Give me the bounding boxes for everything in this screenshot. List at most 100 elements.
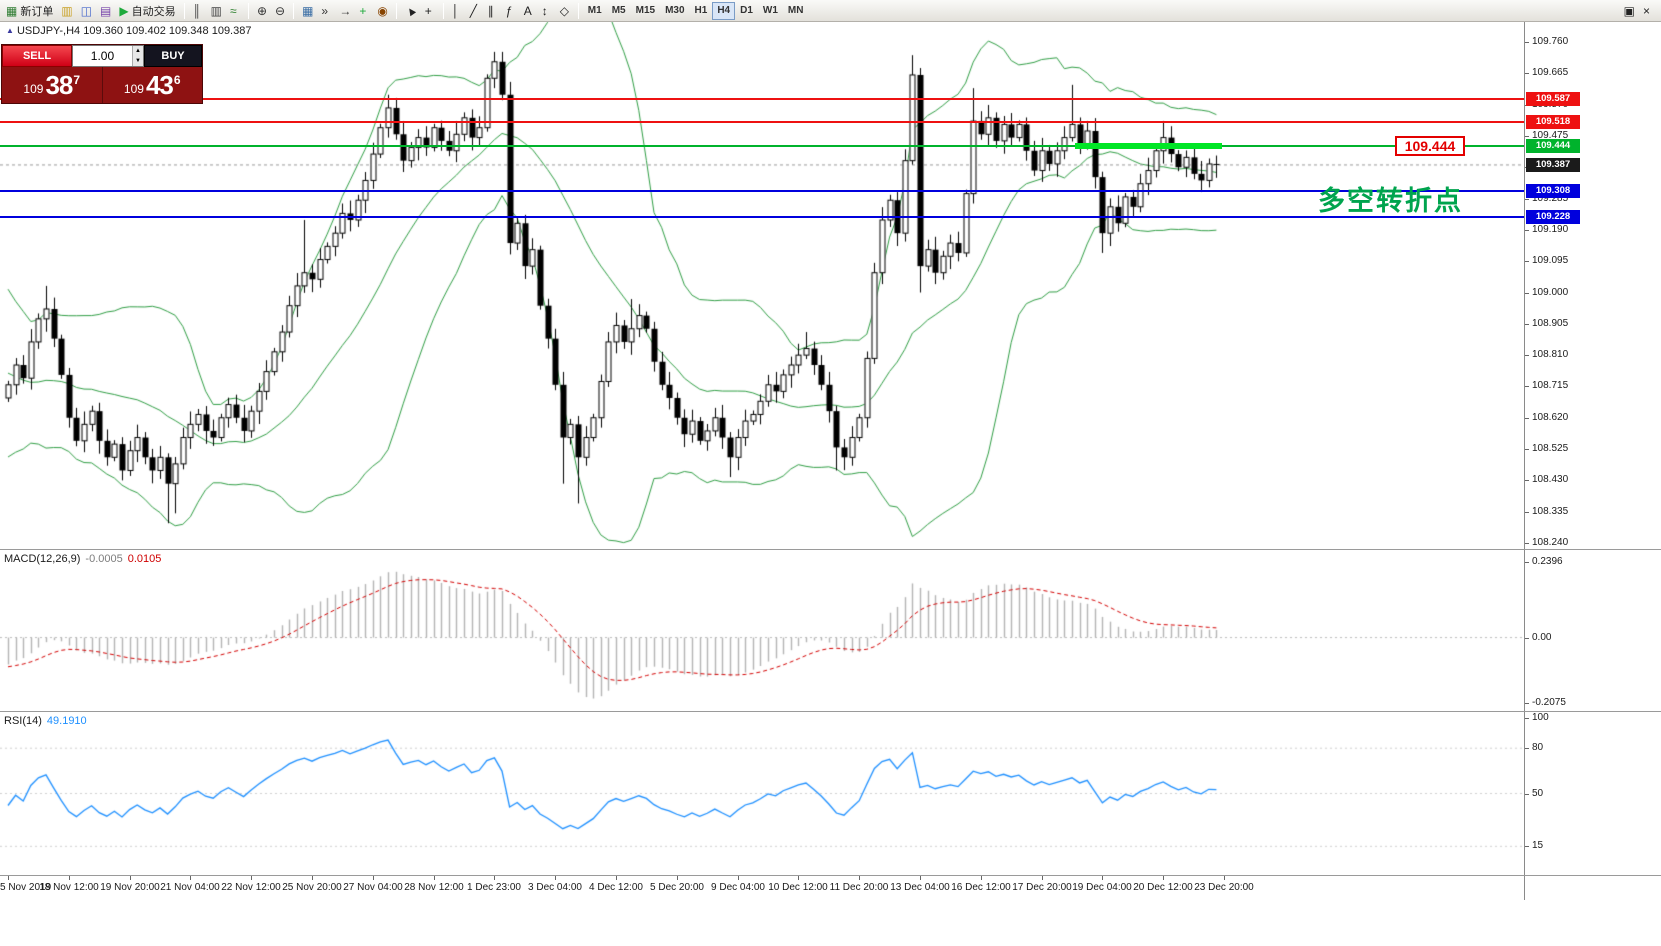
window-restore-button[interactable]: ▣ bbox=[1620, 2, 1639, 20]
bar-chart-button[interactable]: ║ bbox=[189, 2, 207, 20]
price-callout-109444[interactable]: 109.444 bbox=[1395, 136, 1465, 156]
trendline-button[interactable]: ╱ bbox=[466, 2, 484, 20]
key-level-highlight[interactable] bbox=[1075, 143, 1222, 149]
rsi-indicator-canvas[interactable] bbox=[0, 712, 1524, 875]
cursor-button[interactable]: ▲ bbox=[401, 1, 421, 19]
new-chart-button[interactable]: + bbox=[355, 2, 373, 20]
macd-title: MACD(12,26,9) bbox=[4, 553, 81, 565]
time-tick-mark bbox=[494, 876, 495, 880]
panel-divider-time[interactable] bbox=[0, 875, 1661, 876]
timeframe-d1-button[interactable]: D1 bbox=[735, 2, 758, 20]
shapes-button[interactable]: ◇ bbox=[556, 2, 574, 20]
symbol-marker-icon: ▲ bbox=[6, 26, 14, 35]
axis-tick-label: 108.430 bbox=[1532, 474, 1569, 485]
time-tick-label: 5 Nov 2019 bbox=[0, 882, 52, 893]
auto-scroll-button[interactable]: » bbox=[317, 2, 335, 20]
resistance-line-109518[interactable] bbox=[0, 121, 1524, 123]
tile-windows-button[interactable]: ▦ bbox=[298, 2, 317, 20]
axis-tick-mark bbox=[1525, 543, 1529, 544]
axis-tick-mark bbox=[1525, 324, 1529, 325]
zoom-out-button[interactable]: ⊖ bbox=[271, 2, 289, 20]
vertical-line-button[interactable]: │ bbox=[448, 2, 466, 20]
axis-tick-label: 0.00 bbox=[1532, 632, 1552, 643]
timeframe-mn-button[interactable]: MN bbox=[783, 2, 809, 20]
shapes-icon: ◇ bbox=[559, 3, 570, 18]
time-tick-mark bbox=[312, 876, 313, 880]
close-value: 109.387 bbox=[211, 25, 252, 37]
panel-divider-rsi[interactable] bbox=[0, 711, 1661, 712]
volume-decrease-button[interactable]: ▼ bbox=[132, 56, 143, 66]
axis-tick-label: 108.620 bbox=[1532, 412, 1569, 423]
line-chart-icon: ≈ bbox=[229, 3, 237, 18]
panel-divider-macd[interactable] bbox=[0, 549, 1661, 550]
support-line-109228[interactable] bbox=[0, 216, 1524, 218]
arrows-button[interactable]: ↕ bbox=[538, 2, 556, 20]
bar-chart-icon: ║ bbox=[192, 3, 202, 18]
axis-tick-label: 109.285 bbox=[1532, 193, 1569, 204]
line-chart-button[interactable]: ≈ bbox=[226, 2, 244, 20]
sell-price[interactable]: 109 38 7 bbox=[2, 67, 103, 103]
time-tick-mark bbox=[190, 876, 191, 880]
axis-tick-mark bbox=[1525, 418, 1529, 419]
time-tick-label: 17 Dec 20:00 bbox=[1012, 882, 1072, 893]
buy-price[interactable]: 109 43 6 bbox=[103, 67, 203, 103]
toolbar-separator bbox=[442, 2, 444, 19]
time-tick-label: 11 Dec 20:00 bbox=[829, 882, 889, 893]
price-chart-canvas[interactable] bbox=[0, 22, 1524, 549]
text-button[interactable]: A bbox=[520, 2, 538, 20]
time-tick-mark bbox=[130, 876, 131, 880]
time-tick-mark bbox=[677, 876, 678, 880]
sell-price-sup: 7 bbox=[73, 73, 81, 87]
chart-shift-button[interactable]: → bbox=[335, 2, 355, 20]
new-chart-icon: + bbox=[359, 3, 367, 18]
axis-tick-mark bbox=[1525, 638, 1529, 639]
axis-tick-mark bbox=[1525, 136, 1529, 137]
market-watch-button[interactable]: ▥ bbox=[57, 2, 76, 20]
axis-tick-mark bbox=[1525, 386, 1529, 387]
new-order-icon: ▦ bbox=[6, 3, 18, 18]
alerts-button[interactable]: ◉ bbox=[373, 2, 391, 20]
time-tick-label: 16 Dec 12:00 bbox=[951, 882, 1011, 893]
candlestick-chart-icon: ▥ bbox=[210, 3, 222, 18]
channel-button[interactable]: ∥ bbox=[484, 2, 502, 20]
support-line-109308[interactable] bbox=[0, 190, 1524, 192]
arrows-icon: ↕ bbox=[541, 3, 548, 18]
timeframe-m1-button[interactable]: M1 bbox=[583, 2, 607, 20]
volume-input[interactable] bbox=[73, 46, 132, 66]
candlestick-chart-button[interactable]: ▥ bbox=[207, 2, 226, 20]
timeframe-h1-button[interactable]: H1 bbox=[690, 2, 713, 20]
window-close-button[interactable]: × bbox=[1639, 2, 1657, 20]
zoom-out-icon: ⊖ bbox=[275, 3, 286, 18]
fibonacci-button[interactable]: ƒ bbox=[502, 2, 520, 20]
key-level-line-109444[interactable] bbox=[0, 145, 1524, 147]
crosshair-button[interactable]: + bbox=[421, 2, 439, 20]
buy-button[interactable]: BUY bbox=[144, 45, 202, 67]
timeframe-w1-button[interactable]: W1 bbox=[758, 2, 783, 20]
axis-tick-label: 109.665 bbox=[1532, 67, 1569, 78]
macd-indicator-canvas[interactable] bbox=[0, 550, 1524, 711]
time-tick-label: 9 Dec 04:00 bbox=[711, 882, 765, 893]
toolbar-separator bbox=[395, 2, 397, 19]
volume-increase-button[interactable]: ▲ bbox=[132, 46, 143, 56]
window-close-icon: × bbox=[1643, 4, 1651, 18]
time-tick-label: 4 Dec 12:00 bbox=[589, 882, 643, 893]
toolbar-separator bbox=[183, 2, 185, 19]
axis-tick-mark bbox=[1525, 199, 1529, 200]
price-axis[interactable]: 109.760109.665109.570109.475109.380109.2… bbox=[1524, 22, 1661, 900]
autotrade-button[interactable]: ▶ 自动交易 bbox=[115, 2, 179, 20]
timeframe-m5-button[interactable]: M5 bbox=[607, 2, 631, 20]
sell-button[interactable]: SELL bbox=[2, 45, 72, 67]
data-window-button[interactable]: ◫ bbox=[77, 2, 96, 20]
axis-tick-label: 109.475 bbox=[1532, 130, 1569, 141]
zoom-in-button[interactable]: ⊕ bbox=[253, 2, 271, 20]
navigator-button[interactable]: ▤ bbox=[96, 2, 115, 20]
resistance-line-109587[interactable] bbox=[0, 98, 1524, 100]
new-order-button[interactable]: ▦ 新订单 bbox=[2, 2, 57, 20]
timeframe-m15-button[interactable]: M15 bbox=[631, 2, 660, 20]
market-watch-icon: ▥ bbox=[61, 3, 73, 18]
timeframe-h4-button[interactable]: H4 bbox=[712, 1, 736, 20]
timeframe-m30-button[interactable]: M30 bbox=[660, 2, 689, 20]
time-tick-label: 20 Dec 12:00 bbox=[1133, 882, 1193, 893]
time-axis[interactable]: 5 Nov 2019 18 Nov 12:00 19 Nov 20:00 21 Nov… bbox=[0, 876, 1524, 900]
turning-point-note[interactable]: 多空转折点 bbox=[1318, 186, 1463, 216]
